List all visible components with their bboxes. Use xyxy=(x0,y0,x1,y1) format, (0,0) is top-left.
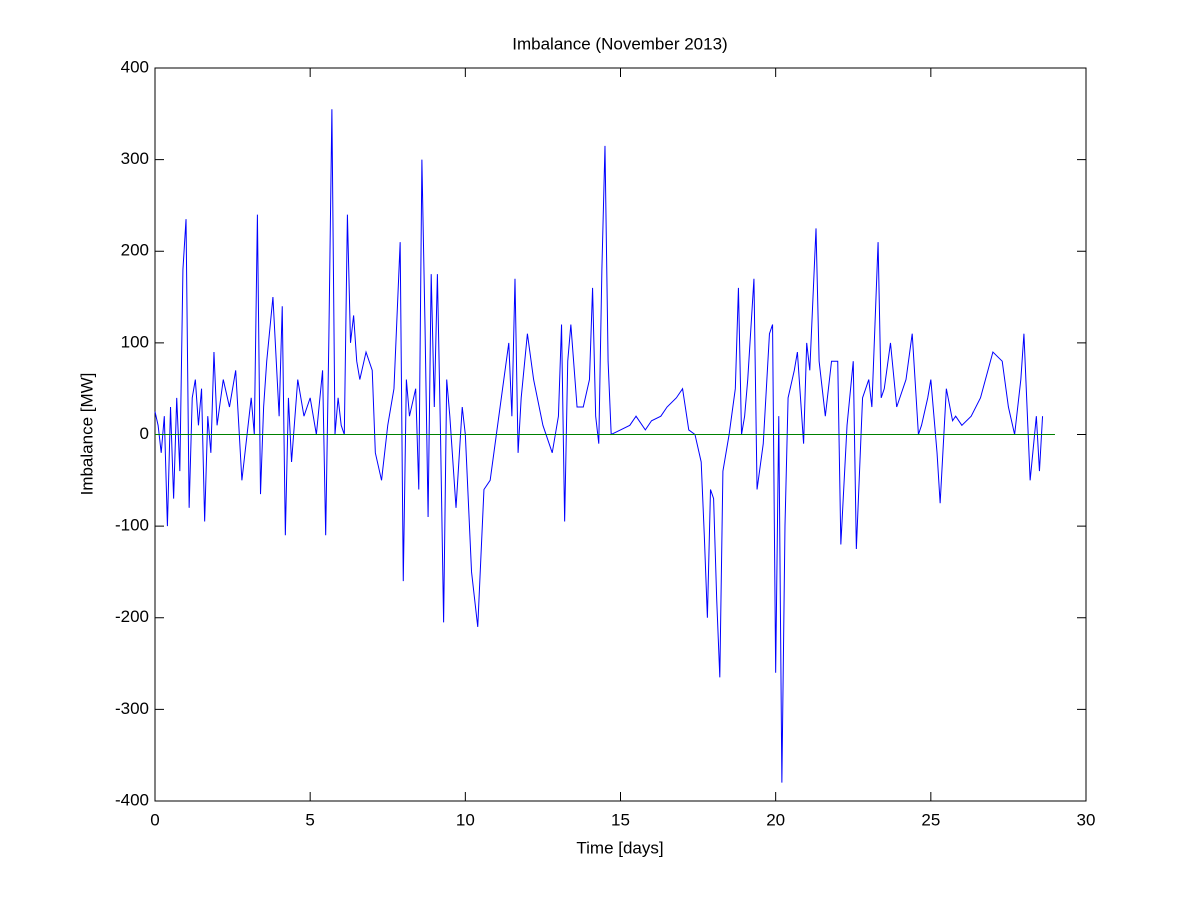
y-tick-label: 300 xyxy=(121,149,149,168)
x-tick-label: 20 xyxy=(766,810,785,829)
y-tick-label: -400 xyxy=(115,790,149,809)
y-tick-label: -300 xyxy=(115,699,149,718)
x-tick-label: 5 xyxy=(305,810,314,829)
y-tick-label: -100 xyxy=(115,516,149,535)
y-tick-label: 100 xyxy=(121,332,149,351)
x-tick-label: 25 xyxy=(921,810,940,829)
chart-title: Imbalance (November 2013) xyxy=(512,34,727,53)
x-tick-label: 30 xyxy=(1077,810,1096,829)
x-axis-label: Time [days] xyxy=(576,838,663,857)
y-tick-label: 0 xyxy=(140,424,149,443)
x-tick-label: 10 xyxy=(456,810,475,829)
y-tick-label: 200 xyxy=(121,241,149,260)
x-tick-label: 15 xyxy=(611,810,630,829)
y-tick-label: -200 xyxy=(115,607,149,626)
x-tick-label: 0 xyxy=(150,810,159,829)
data-line xyxy=(154,109,1044,783)
y-axis-label: Imbalance [MW] xyxy=(77,373,96,496)
y-tick-label: 400 xyxy=(121,57,149,76)
